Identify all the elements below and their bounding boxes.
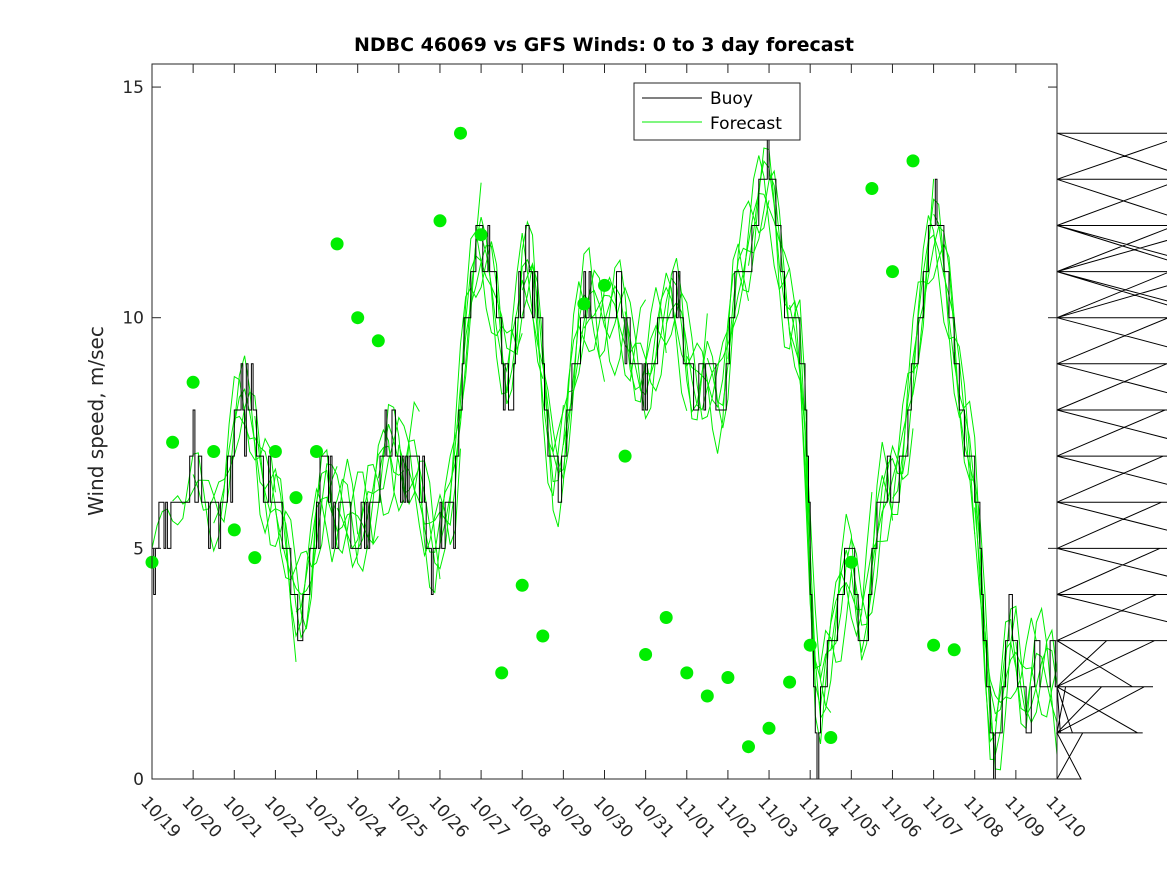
x-tick-label: 11/10 [1041,793,1089,842]
forecast-series [274,445,400,596]
y-tick-label: 5 [133,539,144,559]
analysis-marker [186,375,200,389]
y-tick-label: 10 [122,309,144,329]
x-tick-label: 10/31 [630,793,678,842]
legend-buoy-label: Buoy [710,89,753,109]
x-tick-label: 11/05 [836,793,884,842]
forecast-series [562,272,688,445]
analysis-marker [865,182,879,195]
analysis-marker [515,578,529,592]
forecast-series [377,241,503,570]
forecast-series [460,255,585,528]
forecast-series [192,391,317,630]
forecast-series [974,507,1058,718]
analysis-marker [742,740,755,754]
x-tick-label: 11/01 [671,793,719,842]
analysis-marker [371,334,385,348]
forecast-series [151,375,276,553]
forecast-series [871,198,996,760]
analysis-marker [166,435,180,449]
x-tick-label: 11/09 [1000,793,1048,842]
analysis-marker [762,721,776,735]
y-axis-label: Wind speed, m/sec [84,326,108,516]
legend: Buoy Forecast [633,82,801,141]
buoy-series [152,132,1167,780]
analysis-marker [783,675,797,689]
analysis-marker [330,237,344,251]
analysis-marker [536,629,550,643]
analysis-marker [474,228,488,242]
x-tick-label: 10/20 [177,793,225,842]
legend-forecast-label: Forecast [710,114,782,134]
forecast-series [830,242,955,653]
analysis-marker [207,445,221,458]
forecast-series [501,258,626,454]
analysis-marker [495,666,509,680]
analysis-marker [906,154,920,168]
analysis-marker [721,671,735,684]
analysis-marker [680,666,694,680]
forecast-series [727,192,852,669]
forecast-series [645,200,770,429]
x-tick-label: 11/06 [877,793,925,842]
analysis-marker [927,638,941,652]
forecast-series [912,234,1037,704]
analysis-marker [227,523,241,537]
analysis-marker [659,611,673,624]
legend-box [633,82,801,141]
x-tick-label: 11/03 [753,793,801,842]
x-tick-label: 10/26 [424,793,472,842]
plot-frame [152,64,1057,779]
y-tick-label: 15 [122,78,144,98]
forecast-lines [151,147,1058,771]
analysis-marker [433,214,447,228]
x-tick-label: 10/28 [507,793,555,842]
forecast-series [336,416,461,558]
plot-area [145,63,1167,780]
y-axis: 0 5 10 15 [122,78,1057,790]
analysis-markers [145,126,961,754]
x-tick-label: 11/02 [712,793,760,842]
x-tick-label: 10/22 [260,793,308,842]
analysis-marker [824,731,838,744]
x-tick-label: 10/29 [548,793,596,842]
forecast-series [233,388,359,638]
analysis-marker [618,449,632,463]
analysis-marker [454,126,467,140]
analysis-marker [886,265,899,279]
forecast-series [665,155,791,411]
buoy-line [152,132,1167,780]
analysis-marker [248,551,262,565]
analysis-marker [803,638,817,652]
x-tick-label: 10/30 [589,793,637,842]
y-tick-label: 0 [133,770,144,790]
analysis-marker [700,689,714,703]
chart-title: NDBC 46069 vs GFS Winds: 0 to 3 day fore… [354,34,854,56]
analysis-marker [289,491,303,505]
analysis-marker [598,278,611,292]
analysis-marker [310,445,323,458]
analysis-marker [268,445,282,458]
x-tick-label: 10/25 [383,793,431,842]
analysis-marker [947,643,961,657]
x-tick-label: 11/07 [918,793,966,842]
x-tick-label: 10/23 [301,793,349,842]
analysis-marker [639,648,653,661]
analysis-marker [844,555,858,569]
analysis-marker [577,297,591,311]
x-tick-label: 11/08 [959,793,1007,842]
x-tick-label: 10/27 [465,793,513,842]
x-tick-label: 11/04 [795,793,843,842]
x-tick-label: 10/24 [342,793,390,842]
x-tick-label: 10/19 [136,793,184,842]
forecast-series [686,147,811,549]
x-tick-label: 10/21 [219,793,267,842]
analysis-marker [351,311,365,325]
